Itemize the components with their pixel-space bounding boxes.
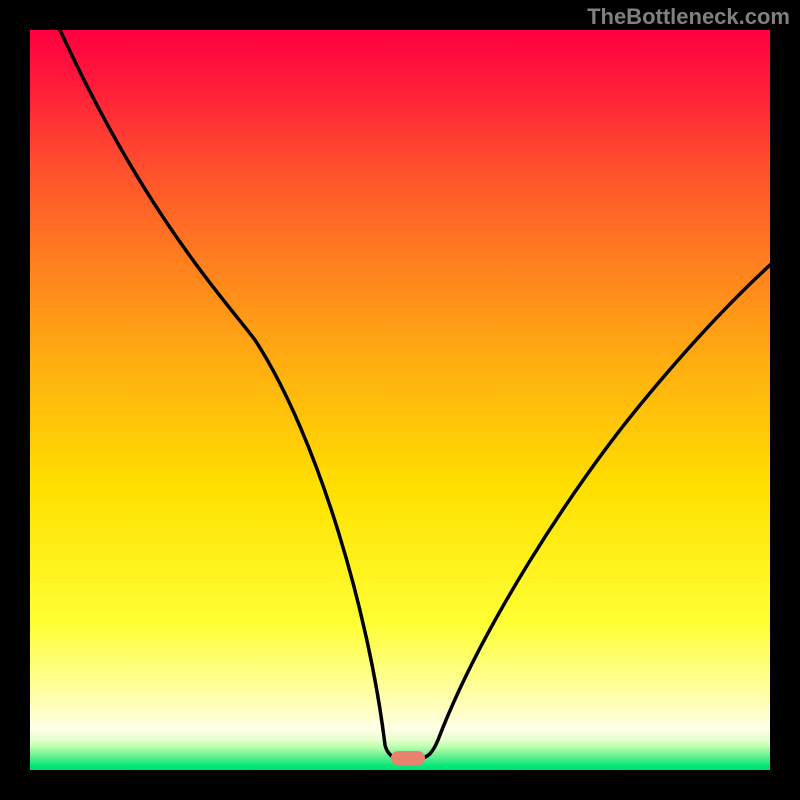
optimal-marker [391,751,425,765]
watermark-text: TheBottleneck.com [587,4,790,30]
plot-area [30,30,770,770]
bottleneck-curve [60,30,770,758]
chart-container: TheBottleneck.com [0,0,800,800]
curve-svg [30,30,770,770]
